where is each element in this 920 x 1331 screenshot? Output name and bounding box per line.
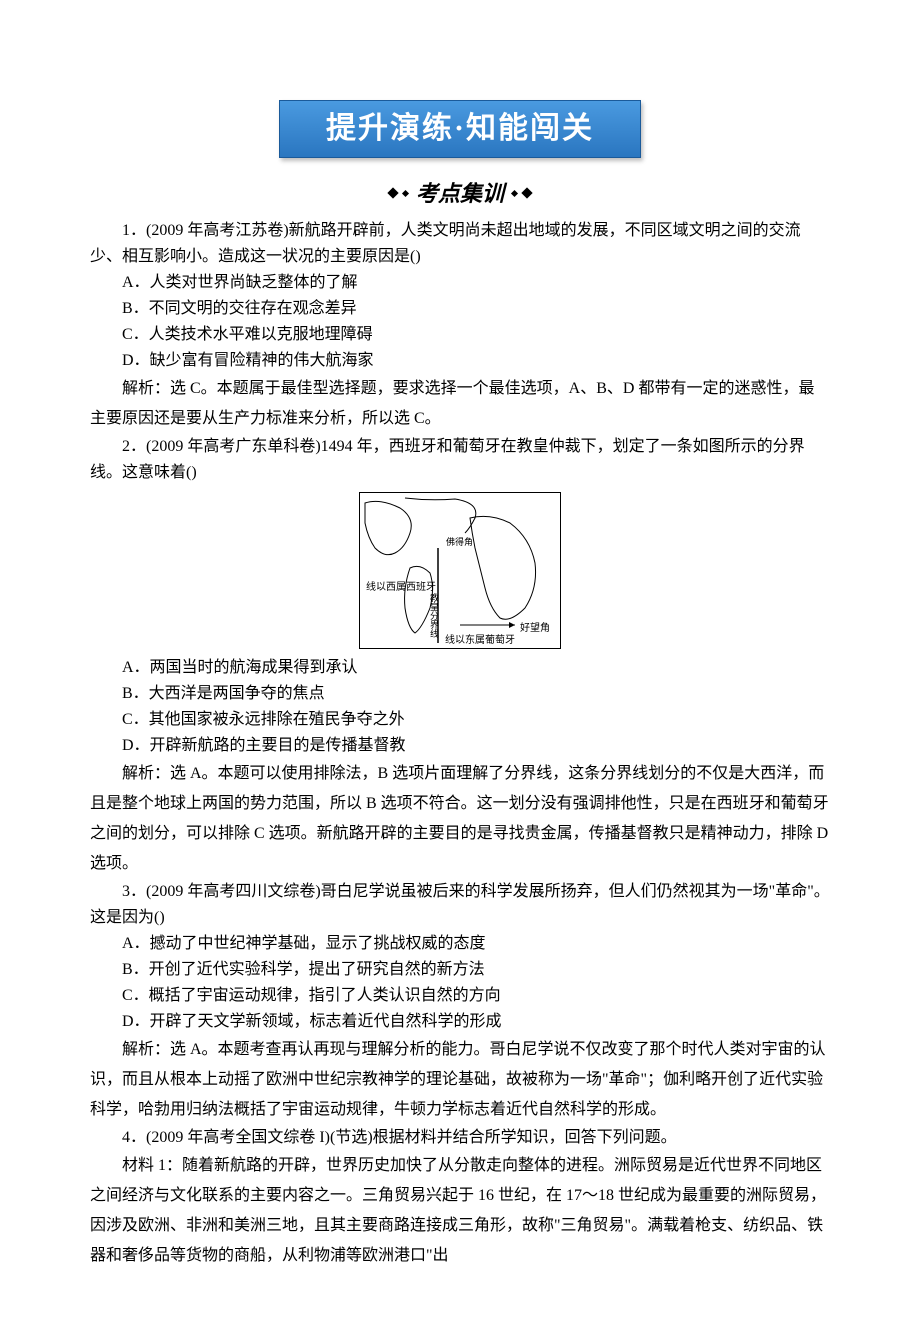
question-stem: 3．(2009 年高考四川文综卷)哥白尼学说虽被后来的科学发展所扬弃，但人们仍然… <box>90 879 830 931</box>
map-label: 佛得角 <box>446 535 473 548</box>
analysis-text: 解析：选 A。本题考查再认再现与理解分析的能力。哥白尼学说不仅改变了那个时代人类… <box>90 1035 830 1125</box>
diamond-icon <box>402 190 409 197</box>
option-d: D．开辟新航路的主要目的是传播基督教 <box>90 733 830 759</box>
diamond-icon <box>521 187 532 198</box>
map-figure: 线以西属西班牙 教皇分界线 线以东属葡萄牙 好望角 佛得角 <box>359 492 561 649</box>
map-label: 好望角 <box>520 619 550 634</box>
option-c: C．概括了宇宙运动规律，指引了人类认识自然的方向 <box>90 983 830 1009</box>
map-label: 教皇分界线 <box>428 593 441 638</box>
sub-banner-text: 考点集训 <box>416 181 504 206</box>
map-label: 线以西属西班牙 <box>366 578 436 593</box>
material-text: 材料 1：随着新航路的开辟，世界历史加快了从分散走向整体的进程。洲际贸易是近代世… <box>90 1151 830 1271</box>
option-d: D．开辟了天文学新领域，标志着近代自然科学的形成 <box>90 1009 830 1035</box>
map-label: 线以东属葡萄牙 <box>445 631 515 646</box>
banner-text: 提升演练·知能闯关 <box>326 112 594 145</box>
question-stem: 4．(2009 年高考全国文综卷 I)(节选)根据材料并结合所学知识，回答下列问… <box>90 1125 830 1151</box>
option-b: B．开创了近代实验科学，提出了研究自然的新方法 <box>90 957 830 983</box>
question-stem: 2．(2009 年高考广东单科卷)1494 年，西班牙和葡萄牙在教皇仲裁下，划定… <box>90 434 830 486</box>
option-a: A．两国当时的航海成果得到承认 <box>90 655 830 681</box>
analysis-text: 解析：选 C。本题属于最佳型选择题，要求选择一个最佳选项，A、B、D 都带有一定… <box>90 374 830 434</box>
option-b: B．不同文明的交往存在观念差异 <box>90 296 830 322</box>
analysis-text: 解析：选 A。本题可以使用排除法，B 选项片面理解了分界线，这条分界线划分的不仅… <box>90 759 830 879</box>
option-b: B．大西洋是两国争夺的焦点 <box>90 681 830 707</box>
main-banner: 提升演练·知能闯关 <box>279 100 641 158</box>
document-page: 提升演练·知能闯关 考点集训 1．(2009 年高考江苏卷)新航路开辟前，人类文… <box>0 0 920 1331</box>
option-a: A．撼动了中世纪神学基础，显示了挑战权威的态度 <box>90 931 830 957</box>
option-d: D．缺少富有冒险精神的伟大航海家 <box>90 348 830 374</box>
option-c: C．其他国家被永远排除在殖民争夺之外 <box>90 707 830 733</box>
option-a: A．人类对世界尚缺乏整体的了解 <box>90 270 830 296</box>
diamond-icon <box>388 187 399 198</box>
diamond-icon <box>510 190 517 197</box>
sub-banner: 考点集训 <box>90 176 830 208</box>
option-c: C．人类技术水平难以克服地理障碍 <box>90 322 830 348</box>
question-stem: 1．(2009 年高考江苏卷)新航路开辟前，人类文明尚未超出地域的发展，不同区域… <box>90 218 830 270</box>
